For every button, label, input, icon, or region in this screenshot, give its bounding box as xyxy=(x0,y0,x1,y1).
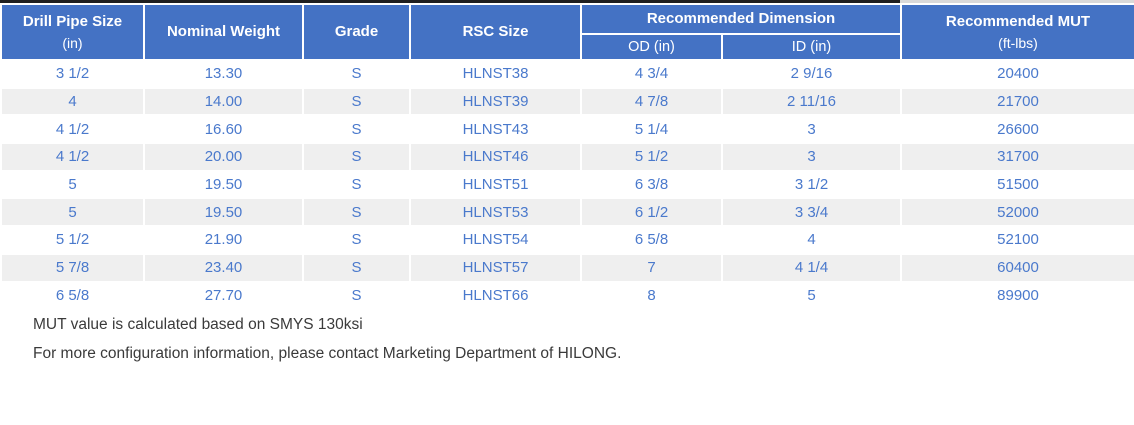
table-cell: 27.70 xyxy=(143,280,304,311)
table-cell: 21700 xyxy=(900,86,1134,117)
table-row: 5 19.50 S HLNST53 6 1/2 3 3/4 52000 xyxy=(0,197,1134,228)
table-cell: 51500 xyxy=(900,169,1134,200)
table-row: 3 1/2 13.30 S HLNST38 4 3/4 2 9/16 20400 xyxy=(0,59,1134,89)
table-cell: 26600 xyxy=(900,114,1134,145)
table-cell: 21.90 xyxy=(143,225,304,255)
table-cell: HLNST43 xyxy=(409,114,582,145)
table-cell: 4 7/8 xyxy=(580,86,723,117)
table-cell: 4 1/2 xyxy=(0,142,145,172)
table-cell: 5 xyxy=(721,280,902,311)
table-cell: 3 1/2 xyxy=(721,169,902,200)
header-unit: (in) xyxy=(62,35,83,52)
header-rsc-size: RSC Size xyxy=(409,3,582,61)
table-cell: 7 xyxy=(580,252,723,283)
table-cell: HLNST54 xyxy=(409,225,582,255)
table-cell: 3 xyxy=(721,114,902,145)
table-cell: 20.00 xyxy=(143,142,304,172)
table-row: 5 1/2 21.90 S HLNST54 6 5/8 4 52100 xyxy=(0,225,1134,255)
table-cell: HLNST46 xyxy=(409,142,582,172)
note-contact: For more configuration information, plea… xyxy=(33,345,622,363)
table-cell: 52100 xyxy=(900,225,1134,255)
header-id: ID (in) xyxy=(721,33,902,61)
header-label: Recommended Dimension xyxy=(646,10,836,28)
header-unit: (ft-lbs) xyxy=(998,35,1038,52)
table-cell: 52000 xyxy=(900,197,1134,228)
table-cell: 31700 xyxy=(900,142,1134,172)
table-cell: 4 1/2 xyxy=(0,114,145,145)
table-cell: 13.30 xyxy=(143,59,304,89)
table-cell: HLNST51 xyxy=(409,169,582,200)
drill-pipe-spec-table: Drill Pipe Size (in) Nominal Weight Grad… xyxy=(0,3,1134,311)
table-cell: 2 11/16 xyxy=(721,86,902,117)
table-cell: S xyxy=(302,280,411,311)
table-cell: 3 xyxy=(721,142,902,172)
note-mut-basis: MUT value is calculated based on SMYS 13… xyxy=(33,316,363,334)
table-cell: 5 7/8 xyxy=(0,252,145,283)
table-cell: 5 1/2 xyxy=(580,142,723,172)
header-recommended-mut: Recommended MUT (ft-lbs) xyxy=(900,3,1134,61)
table-row: 4 1/2 16.60 S HLNST43 5 1/4 3 26600 xyxy=(0,114,1134,145)
table-cell: 16.60 xyxy=(143,114,304,145)
table-cell: 6 1/2 xyxy=(580,197,723,228)
table-cell: 89900 xyxy=(900,280,1134,311)
table-row: 4 1/2 20.00 S HLNST46 5 1/2 3 31700 xyxy=(0,142,1134,172)
header-label: Drill Pipe Size xyxy=(22,12,123,30)
table-cell: 4 xyxy=(0,86,145,117)
table-cell: 19.50 xyxy=(143,169,304,200)
table-cell: 20400 xyxy=(900,59,1134,89)
header-nominal-weight: Nominal Weight xyxy=(143,3,304,61)
table-cell: S xyxy=(302,86,411,117)
table-cell: 14.00 xyxy=(143,86,304,117)
table-cell: 6 5/8 xyxy=(0,280,145,311)
table-cell: S xyxy=(302,169,411,200)
table-cell: S xyxy=(302,59,411,89)
header-label: Grade xyxy=(334,23,379,41)
table-cell: 5 xyxy=(0,197,145,228)
table-cell: 6 3/8 xyxy=(580,169,723,200)
table-cell: 3 1/2 xyxy=(0,59,145,89)
table-cell: HLNST57 xyxy=(409,252,582,283)
header-grade: Grade xyxy=(302,3,411,61)
table-cell: 19.50 xyxy=(143,197,304,228)
table-cell: HLNST38 xyxy=(409,59,582,89)
table-cell: 3 3/4 xyxy=(721,197,902,228)
header-label: Recommended MUT xyxy=(945,12,1091,30)
header-od: OD (in) xyxy=(580,33,723,61)
header-label: Nominal Weight xyxy=(166,23,281,41)
table-cell: S xyxy=(302,197,411,228)
header-recommended-dimension: Recommended Dimension xyxy=(580,3,902,35)
table-cell: 60400 xyxy=(900,252,1134,283)
table-cell: 6 5/8 xyxy=(580,225,723,255)
table-cell: S xyxy=(302,142,411,172)
table-cell: 4 xyxy=(721,225,902,255)
footnotes: MUT value is calculated based on SMYS 13… xyxy=(33,315,1134,364)
table-body: 3 1/2 13.30 S HLNST38 4 3/4 2 9/16 20400 4 14.00… xyxy=(0,59,1134,311)
table-cell: HLNST39 xyxy=(409,86,582,117)
table-row: 4 14.00 S HLNST39 4 7/8 2 11/16 21700 xyxy=(0,86,1134,117)
table-cell: 8 xyxy=(580,280,723,311)
table-row: 5 19.50 S HLNST51 6 3/8 3 1/2 51500 xyxy=(0,169,1134,200)
table-cell: 5 1/4 xyxy=(580,114,723,145)
table-top-border-dark xyxy=(0,0,900,3)
table-header: Drill Pipe Size (in) Nominal Weight Grad… xyxy=(0,3,1134,61)
table-cell: S xyxy=(302,225,411,255)
table-top-border-light xyxy=(900,0,1134,3)
table-cell: 4 1/4 xyxy=(721,252,902,283)
table-cell: 5 1/2 xyxy=(0,225,145,255)
table-row: 6 5/8 27.70 S HLNST66 8 5 89900 xyxy=(0,280,1134,311)
header-drill-pipe-size: Drill Pipe Size (in) xyxy=(0,3,145,61)
table-cell: 2 9/16 xyxy=(721,59,902,89)
table-cell: HLNST53 xyxy=(409,197,582,228)
table-cell: S xyxy=(302,114,411,145)
table-cell: HLNST66 xyxy=(409,280,582,311)
header-label: RSC Size xyxy=(462,23,529,41)
table-cell: 4 3/4 xyxy=(580,59,723,89)
table-cell: S xyxy=(302,252,411,283)
table-row: 5 7/8 23.40 S HLNST57 7 4 1/4 60400 xyxy=(0,252,1134,283)
table-cell: 23.40 xyxy=(143,252,304,283)
table-cell: 5 xyxy=(0,169,145,200)
